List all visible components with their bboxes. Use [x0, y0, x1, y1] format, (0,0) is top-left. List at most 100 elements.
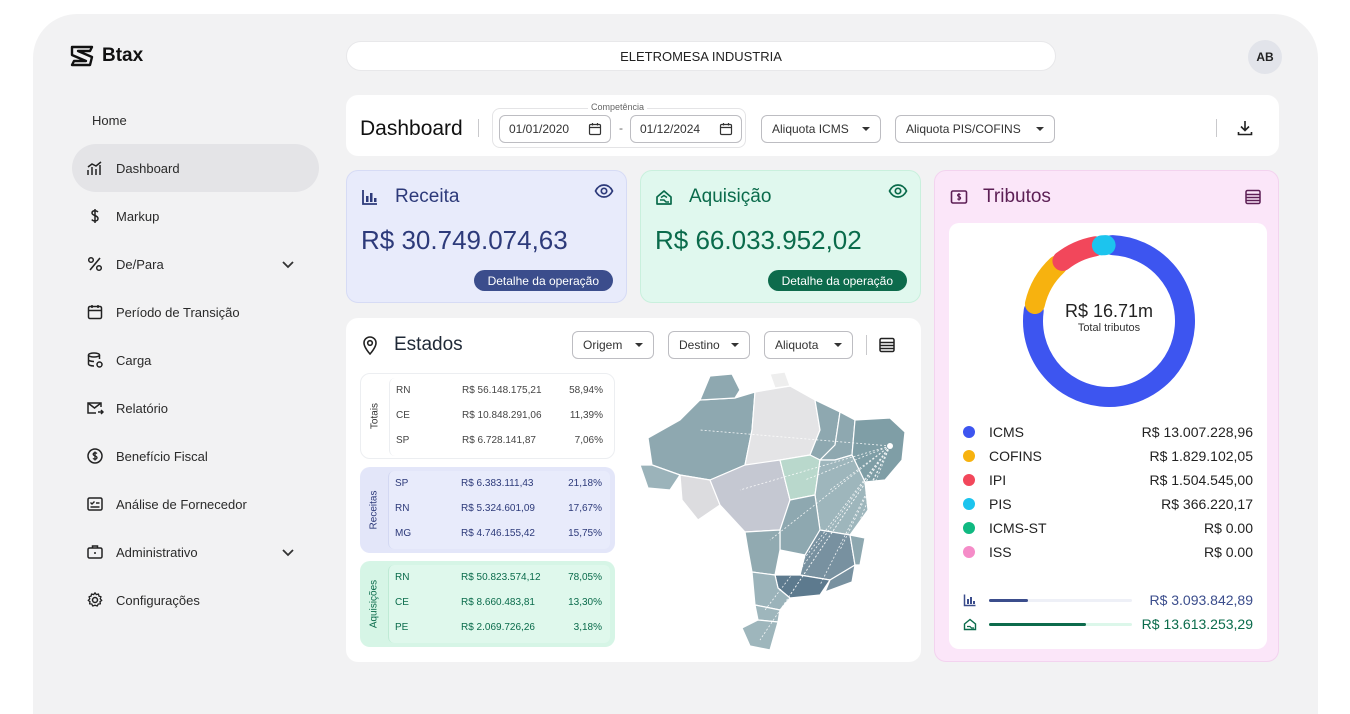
- sidebar-item-label: De/Para: [116, 257, 164, 272]
- sidebar-item-depara[interactable]: De/Para: [72, 240, 319, 288]
- destino-select[interactable]: Destino: [668, 331, 750, 359]
- state-pct: 13,30%: [568, 597, 602, 608]
- legend-value: R$ 1.504.545,00: [1149, 472, 1253, 488]
- divider: [478, 119, 479, 137]
- sidebar-item-markup[interactable]: Markup: [72, 192, 319, 240]
- chevron-down-icon[interactable]: [281, 545, 295, 559]
- destino-label: Destino: [679, 338, 720, 352]
- map-region-rr: [700, 374, 740, 400]
- legend-dot: [963, 522, 975, 534]
- shopping-house-icon: [963, 617, 977, 631]
- state-value: R$ 10.848.291,06: [462, 410, 542, 421]
- state-code: CE: [396, 410, 410, 421]
- group-label: Totais: [370, 403, 381, 429]
- sidebar-nav: Home Dashboard Markup De/Para Período de…: [72, 96, 319, 624]
- tributos-title: Tributos: [983, 186, 1051, 208]
- brazil-map[interactable]: [640, 370, 912, 652]
- sidebar-item-configuracoes[interactable]: Configurações: [72, 576, 319, 624]
- receita-card: Receita R$ 30.749.074,63 Detalhe da oper…: [346, 170, 627, 303]
- chart-icon: [86, 159, 104, 177]
- total-tributos-label: Total tributos: [1021, 322, 1197, 334]
- caret-down-icon: [635, 343, 643, 347]
- aliquota-pis-select[interactable]: Aliquota PIS/COFINS: [895, 115, 1055, 143]
- sidebar-item-carga[interactable]: Carga: [72, 336, 319, 384]
- receita-detail-button[interactable]: Detalhe da operação: [474, 270, 613, 291]
- eye-icon[interactable]: [594, 183, 614, 199]
- bar-chart-icon: [963, 593, 977, 607]
- state-pct: 21,18%: [568, 478, 602, 489]
- legend-name: COFINS: [989, 448, 1042, 464]
- group-side: Aquisições: [360, 561, 388, 647]
- aquisicao-card: Aquisição R$ 66.033.952,02 Detalhe da op…: [640, 170, 921, 303]
- dollar-icon: [86, 207, 104, 225]
- aliquota-pis-label: Aliquota PIS/COFINS: [906, 122, 1021, 136]
- state-code: SP: [396, 435, 409, 446]
- legend-value: R$ 0.00: [1204, 520, 1253, 536]
- origin-marker: [887, 443, 893, 449]
- money-icon: [950, 188, 968, 206]
- sidebar-item-dashboard[interactable]: Dashboard: [72, 144, 319, 192]
- sidebar-item-analise-fornecedor[interactable]: Análise de Fornecedor: [72, 480, 319, 528]
- chevron-down-icon[interactable]: [281, 257, 295, 271]
- origem-select[interactable]: Origem: [572, 331, 654, 359]
- date-start-input[interactable]: 01/01/2020: [499, 115, 611, 143]
- legend-dot: [963, 546, 975, 558]
- sidebar-item-home[interactable]: Home: [72, 96, 319, 144]
- sidebar-item-label: Home: [92, 113, 127, 128]
- sidebar-item-relatorio[interactable]: Relatório: [72, 384, 319, 432]
- sidebar-item-periodo-transicao[interactable]: Período de Transição: [72, 288, 319, 336]
- date-separator: -: [619, 121, 623, 135]
- competencia-label: Competência: [588, 102, 647, 112]
- state-value: R$ 5.324.601,09: [461, 503, 535, 514]
- state-pct: 11,39%: [570, 410, 603, 421]
- donut-center: R$ 16.71m Total tributos: [1021, 301, 1197, 334]
- aliquota-select[interactable]: Aliquota: [764, 331, 853, 359]
- state-code: SP: [395, 478, 408, 489]
- eye-icon[interactable]: [888, 183, 908, 199]
- sidebar-item-beneficio-fiscal[interactable]: Benefício Fiscal: [72, 432, 319, 480]
- legend-dot: [963, 450, 975, 462]
- calendar-icon[interactable]: [588, 122, 602, 136]
- state-value: R$ 56.148.175,21: [462, 385, 542, 396]
- list-icon[interactable]: [1244, 188, 1262, 206]
- aquisicao-tributos-row: R$ 13.613.253,29: [963, 615, 1253, 635]
- avatar[interactable]: AB: [1248, 40, 1282, 74]
- donut-slice-cofins[interactable]: [1035, 265, 1057, 304]
- receita-tributos-value: R$ 3.093.842,89: [1149, 592, 1253, 608]
- bar-chart-icon: [361, 188, 379, 206]
- calendar-icon[interactable]: [719, 122, 733, 136]
- map-pin-icon: [362, 335, 378, 355]
- group-label: Aquisições: [369, 580, 380, 628]
- logo[interactable]: Btax: [70, 44, 143, 68]
- list-icon[interactable]: [878, 336, 896, 354]
- receita-progress-track: [989, 599, 1132, 602]
- date-end-input[interactable]: 01/12/2024: [630, 115, 742, 143]
- donut-slice-ipi[interactable]: [1062, 246, 1095, 261]
- state-code: RN: [395, 572, 409, 583]
- legend-value: R$ 13.007.228,96: [1142, 424, 1253, 440]
- state-code: RN: [395, 503, 409, 514]
- map-region-ap: [770, 372, 790, 388]
- company-selector[interactable]: ELETROMESA INDUSTRIA: [346, 41, 1056, 71]
- caret-down-icon: [731, 343, 739, 347]
- aquisicao-detail-button[interactable]: Detalhe da operação: [768, 270, 907, 291]
- aliquota-icms-select[interactable]: Aliquota ICMS: [761, 115, 881, 143]
- sidebar-item-administrativo[interactable]: Administrativo: [72, 528, 319, 576]
- state-pct: 15,75%: [568, 528, 602, 539]
- sidebar-item-label: Administrativo: [116, 545, 198, 560]
- legend-value: R$ 1.829.102,05: [1149, 448, 1253, 464]
- sidebar-item-label: Dashboard: [116, 161, 180, 176]
- download-icon[interactable]: [1236, 119, 1254, 137]
- date-end-value: 01/12/2024: [640, 122, 700, 136]
- map-region-rs: [742, 620, 778, 650]
- date-start-value: 01/01/2020: [509, 122, 569, 136]
